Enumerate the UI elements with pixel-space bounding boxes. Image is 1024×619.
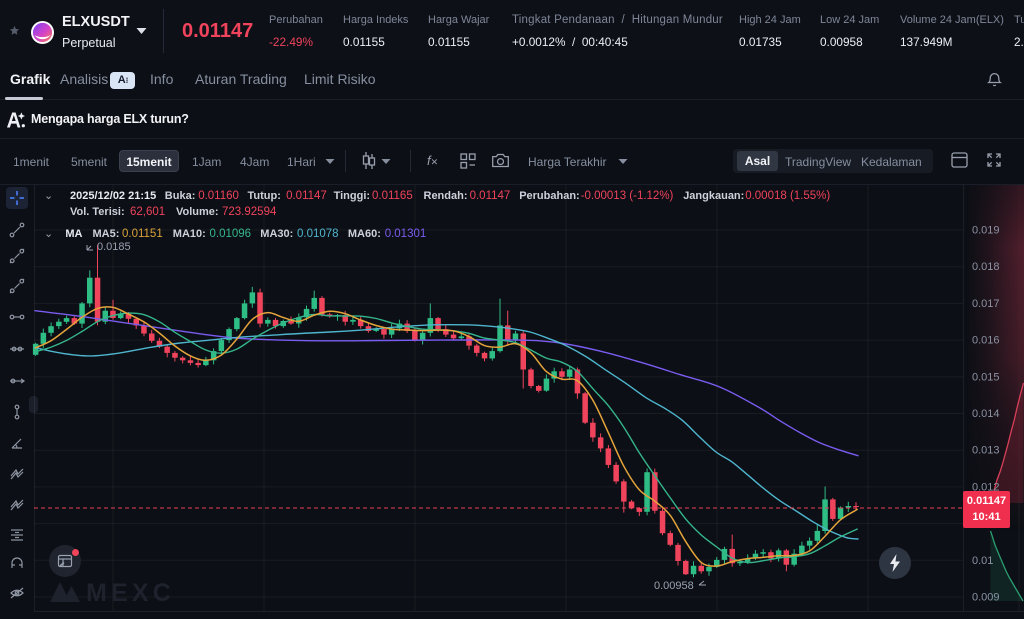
svg-text:0.00958: 0.00958 bbox=[654, 580, 694, 592]
svg-text:0.01: 0.01 bbox=[972, 555, 993, 567]
svg-text:0.015: 0.015 bbox=[972, 371, 1000, 383]
svg-text:0.019: 0.019 bbox=[972, 225, 1000, 237]
svg-text:0.014: 0.014 bbox=[972, 408, 1000, 420]
svg-text:0.018: 0.018 bbox=[972, 261, 1000, 273]
svg-text:0.016: 0.016 bbox=[972, 335, 1000, 347]
svg-text:0.0185: 0.0185 bbox=[97, 241, 131, 253]
svg-text:0.017: 0.017 bbox=[972, 298, 1000, 310]
svg-text:0.013: 0.013 bbox=[972, 445, 1000, 457]
svg-text:MEXC: MEXC bbox=[86, 579, 175, 604]
svg-text:0.012: 0.012 bbox=[972, 481, 1000, 493]
svg-text:0.009: 0.009 bbox=[972, 592, 1000, 604]
